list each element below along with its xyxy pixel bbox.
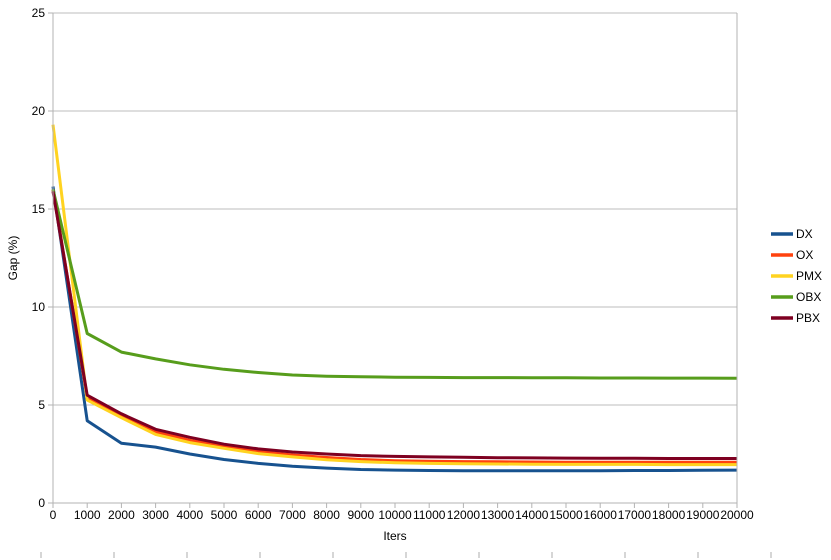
legend-item-pmx: PMX xyxy=(771,269,822,283)
x-tick-label: 18000 xyxy=(652,508,686,522)
x-axis-title: Iters xyxy=(383,529,406,543)
legend-label: PMX xyxy=(796,269,822,283)
x-tick-label: 6000 xyxy=(245,508,272,522)
legend-item-ox: OX xyxy=(771,248,813,262)
y-tick-label: 10 xyxy=(32,300,46,314)
series-lines xyxy=(51,124,738,473)
x-tick-label: 19000 xyxy=(686,508,720,522)
x-tick-label: 16000 xyxy=(584,508,618,522)
y-axis-title: Gap (%) xyxy=(6,236,20,281)
x-tick-label: 13000 xyxy=(481,508,515,522)
x-tick-label: 3000 xyxy=(142,508,169,522)
legend-label: OX xyxy=(796,248,813,262)
legend-item-pbx: PBX xyxy=(771,311,820,325)
x-tick-label: 9000 xyxy=(347,508,374,522)
series-line-obx xyxy=(51,189,738,380)
axis-ticks xyxy=(48,12,738,508)
legend: DX OX PMX OBX PBX xyxy=(771,227,822,325)
y-tick-label: 25 xyxy=(32,6,46,20)
y-tick-label: 15 xyxy=(32,202,46,216)
legend-label: DX xyxy=(796,227,813,241)
legend-label: PBX xyxy=(796,311,820,325)
legend-item-dx: DX xyxy=(771,227,813,241)
legend-item-obx: OBX xyxy=(771,290,821,304)
y-tick-label: 0 xyxy=(38,496,45,510)
x-tick-label: 15000 xyxy=(549,508,583,522)
x-tick-label: 4000 xyxy=(176,508,203,522)
x-tick-label: 8000 xyxy=(313,508,340,522)
x-tick-label: 11000 xyxy=(413,508,446,522)
y-tick-label: 5 xyxy=(38,398,45,412)
x-tick-label: 0 xyxy=(50,508,57,522)
x-tick-label: 5000 xyxy=(211,508,238,522)
series-line-dx xyxy=(51,186,738,473)
x-tick-label: 1000 xyxy=(74,508,101,522)
series-line-pbx xyxy=(51,191,737,460)
x-tick-label: 20000 xyxy=(720,508,754,522)
bottom-cell-marks xyxy=(40,552,772,558)
x-tick-label: 2000 xyxy=(108,508,135,522)
y-tick-label: 20 xyxy=(32,104,46,118)
x-tick-label: 14000 xyxy=(515,508,549,522)
x-tick-label: 17000 xyxy=(618,508,652,522)
x-tick-label: 10000 xyxy=(378,508,412,522)
series-line-ox xyxy=(51,189,737,464)
axis-tick-labels: 0 5 10 15 20 25 0 1000 2000 3000 4000 5000 6000 7000 8… xyxy=(32,6,754,522)
x-tick-label: 12000 xyxy=(447,508,481,522)
x-tick-label: 7000 xyxy=(279,508,306,522)
series-line-pmx xyxy=(51,124,737,467)
legend-label: OBX xyxy=(796,290,821,304)
